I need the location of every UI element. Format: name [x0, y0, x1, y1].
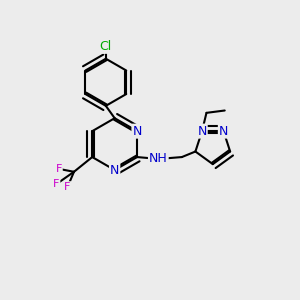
Text: N: N — [197, 124, 207, 138]
Text: N: N — [219, 124, 228, 138]
Text: Cl: Cl — [100, 40, 112, 53]
Text: N: N — [132, 125, 142, 138]
Text: NH: NH — [149, 152, 168, 165]
Text: F: F — [64, 182, 71, 192]
Text: F: F — [56, 164, 62, 174]
Text: N: N — [110, 164, 119, 176]
Text: F: F — [53, 179, 59, 189]
